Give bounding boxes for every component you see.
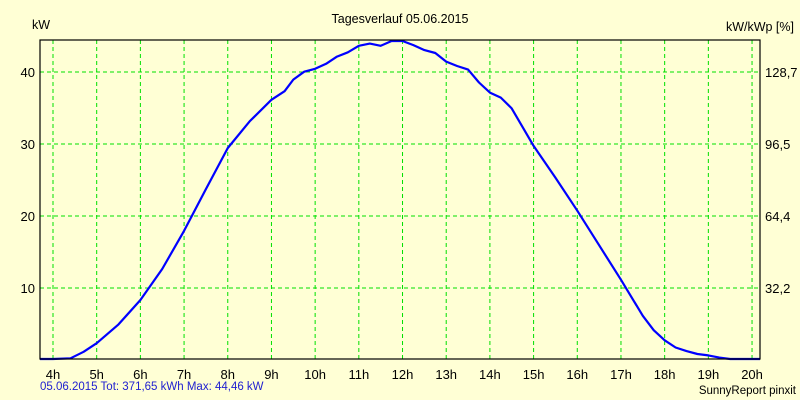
x-tick-label: 6h bbox=[133, 367, 147, 382]
x-tick-label: 12h bbox=[392, 367, 414, 382]
x-tick-label: 11h bbox=[348, 367, 369, 382]
y-tick-label-left: 30 bbox=[21, 137, 35, 152]
y-axis-ticks-right: 32,2 64,4 96,5 128,7 bbox=[765, 65, 798, 296]
y-tick-label-left: 10 bbox=[21, 281, 35, 296]
credit-label: SunnyReport pinxit bbox=[698, 385, 796, 397]
x-tick-label: 19h bbox=[697, 367, 719, 382]
y-tick-label-left: 20 bbox=[21, 209, 35, 224]
y-axis-label-right: kW/kWp [%] bbox=[725, 20, 794, 34]
x-tick-label: 16h bbox=[566, 367, 588, 382]
x-axis-ticks: 4h 5h 6h 7h 8h 9h 10h 11h 12h 13h 14h 15h 16h 17h 18h 1… bbox=[46, 367, 763, 382]
x-tick-label: 10h bbox=[304, 367, 326, 382]
y-tick-label-left: 40 bbox=[21, 65, 35, 80]
daily-summary: 05.06.2015 Tot: 371,65 kWh Max: 44,46 kW bbox=[40, 381, 264, 393]
power-curve-line bbox=[40, 39, 760, 361]
y-tick-label-right: 128,7 bbox=[765, 65, 798, 80]
y-tick-label-right: 64,4 bbox=[765, 209, 790, 224]
chart-title: Tagesverlauf 05.06.2015 bbox=[331, 12, 469, 26]
x-tick-label: 14h bbox=[479, 367, 501, 382]
x-tick-label: 4h bbox=[46, 367, 60, 382]
x-tick-label: 17h bbox=[610, 367, 632, 382]
x-tick-label: 7h bbox=[177, 367, 191, 382]
y-axis-ticks-left: 10 20 30 40 bbox=[21, 65, 35, 296]
x-tick-label: 8h bbox=[221, 367, 235, 382]
y-axis-label-left: kW bbox=[32, 18, 51, 32]
x-tick-label: 13h bbox=[435, 367, 457, 382]
grid-lines bbox=[40, 40, 760, 359]
x-tick-label: 20h bbox=[741, 367, 763, 382]
plot-area-border bbox=[39, 39, 761, 360]
x-tick-label: 15h bbox=[523, 367, 545, 382]
x-tick-label: 18h bbox=[654, 367, 676, 382]
y-tick-label-right: 96,5 bbox=[765, 137, 790, 152]
x-tick-label: 5h bbox=[89, 367, 103, 382]
x-tick-label: 9h bbox=[264, 367, 278, 382]
y-tick-label-right: 32,2 bbox=[765, 281, 790, 296]
